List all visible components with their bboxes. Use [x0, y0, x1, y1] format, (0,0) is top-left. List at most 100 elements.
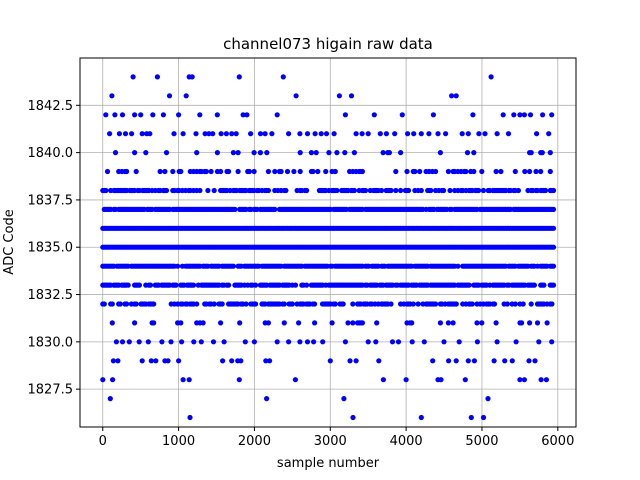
data-point — [513, 339, 519, 345]
data-point — [190, 282, 197, 288]
data-point — [527, 112, 534, 118]
data-point — [133, 168, 139, 175]
data-point — [469, 301, 475, 307]
x-tick-label: 4000 — [390, 434, 423, 449]
data-point — [211, 187, 217, 194]
data-point — [244, 112, 250, 118]
data-point — [278, 168, 284, 175]
data-point — [162, 168, 168, 175]
data-point — [126, 339, 132, 345]
data-point — [404, 168, 410, 175]
data-point — [132, 320, 138, 326]
data-point — [550, 244, 557, 250]
data-point — [175, 263, 181, 269]
data-point — [312, 301, 318, 307]
data-point — [139, 131, 145, 137]
y-tick-label: 1842.5 — [28, 99, 74, 114]
data-point — [538, 377, 544, 383]
data-point — [103, 187, 109, 194]
data-point — [519, 320, 525, 326]
data-point — [107, 131, 113, 137]
data-point — [274, 112, 280, 118]
data-point — [151, 301, 157, 307]
data-point — [491, 358, 497, 364]
data-point — [267, 358, 273, 364]
data-point — [269, 131, 275, 137]
data-point — [160, 112, 166, 118]
data-point — [380, 150, 386, 156]
data-point — [465, 358, 471, 364]
data-point — [471, 150, 477, 156]
data-point — [220, 358, 226, 364]
data-point — [526, 358, 532, 364]
data-point — [237, 320, 243, 326]
data-point — [410, 301, 416, 307]
data-point — [426, 131, 432, 137]
data-point — [133, 301, 139, 307]
data-point — [479, 320, 485, 326]
data-point — [474, 320, 480, 326]
data-point — [304, 131, 311, 137]
data-point — [242, 339, 248, 345]
data-point — [251, 168, 257, 175]
data-point — [326, 150, 332, 156]
data-point — [332, 301, 338, 307]
data-point — [373, 339, 379, 345]
data-point — [119, 339, 126, 345]
data-point — [395, 339, 402, 345]
data-point — [153, 358, 159, 364]
data-point — [534, 131, 540, 137]
data-point — [342, 112, 348, 118]
data-point — [115, 358, 121, 364]
data-point — [229, 358, 235, 364]
x-tick-label: 6000 — [541, 434, 574, 449]
data-point — [297, 339, 303, 345]
data-point — [202, 131, 208, 137]
data-point — [342, 339, 348, 345]
data-point — [417, 168, 423, 175]
data-point — [405, 131, 411, 137]
data-point — [253, 301, 259, 307]
data-point — [539, 150, 545, 156]
data-point — [470, 112, 476, 118]
data-point — [341, 396, 347, 402]
data-point — [265, 187, 271, 194]
data-point — [350, 301, 356, 307]
data-point — [378, 187, 385, 194]
data-point — [125, 282, 131, 288]
y-axis-ticks: 1827.5 1830.0 1832.5 1835.0 1837.5 1840.0 1842… — [28, 99, 80, 398]
data-point — [165, 358, 171, 364]
data-point — [236, 74, 242, 80]
data-point — [219, 301, 225, 307]
data-point — [235, 168, 241, 175]
data-point — [409, 320, 415, 326]
data-point — [292, 377, 298, 383]
data-point — [297, 131, 303, 137]
data-point — [350, 414, 356, 421]
x-axis-ticks: 0 1000 2000 3000 4000 5000 6000 — [99, 427, 574, 449]
data-point — [233, 131, 239, 137]
data-point — [353, 131, 359, 137]
data-point — [456, 339, 462, 345]
data-point — [350, 320, 356, 326]
data-point — [376, 358, 382, 364]
data-point — [178, 320, 184, 326]
data-point — [334, 150, 340, 156]
data-point — [148, 358, 154, 364]
data-point — [512, 301, 518, 307]
data-point — [388, 187, 394, 194]
data-point — [238, 358, 244, 364]
data-point — [101, 301, 107, 307]
data-point — [550, 206, 557, 212]
data-point — [198, 339, 204, 345]
data-point — [193, 131, 199, 137]
data-point — [383, 131, 389, 137]
data-point — [113, 339, 119, 345]
data-point — [471, 168, 477, 175]
data-point — [110, 358, 116, 364]
data-point — [463, 168, 469, 175]
plot-frame — [79, 57, 577, 428]
data-point — [257, 131, 264, 137]
data-point — [393, 187, 399, 194]
data-point — [117, 301, 123, 307]
